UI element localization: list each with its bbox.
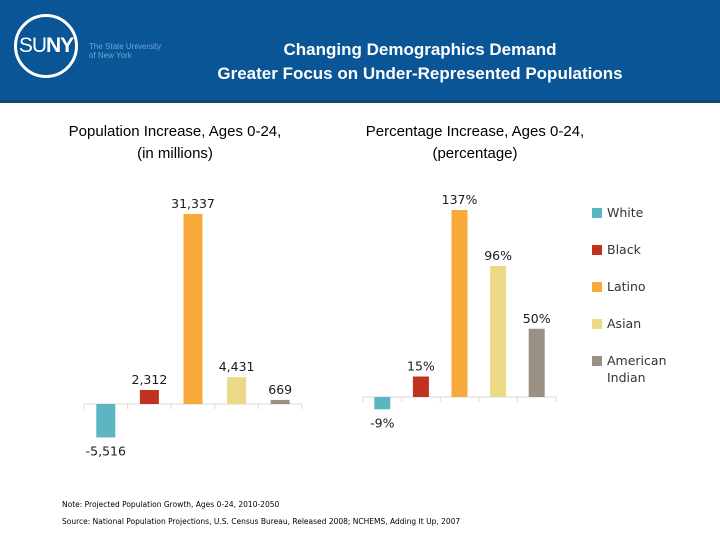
right-bar-latino bbox=[451, 210, 468, 397]
legend-label: Black bbox=[607, 242, 641, 257]
legend-item-black: Black bbox=[592, 241, 687, 258]
page-title: Changing Demographics Demand Greater Foc… bbox=[150, 38, 690, 86]
right-chart-title: Percentage Increase, Ages 0-24, bbox=[365, 123, 585, 140]
legend-swatch bbox=[592, 208, 602, 218]
right-data-label: -9% bbox=[370, 415, 394, 430]
left-bar-american-indian bbox=[270, 399, 290, 404]
legend-item-white: White bbox=[592, 204, 687, 221]
legend-label: Asian bbox=[607, 316, 642, 331]
logo-text-light: SU bbox=[18, 34, 47, 57]
right-bar-american-indian bbox=[528, 328, 545, 397]
right-bar-white bbox=[374, 397, 391, 410]
right-chart: -9% 15% 137% 96% 50% bbox=[362, 192, 557, 430]
page-title-line1: Changing Demographics Demand bbox=[283, 40, 557, 59]
left-data-label: -5,516 bbox=[86, 443, 126, 458]
right-data-label: 50% bbox=[523, 311, 551, 326]
right-bar-asian bbox=[490, 265, 507, 397]
legend-item-american-indian: American Indian bbox=[592, 352, 687, 386]
legend-label: White bbox=[607, 205, 644, 220]
note-text: Note: Projected Population Growth, Ages … bbox=[62, 500, 280, 509]
left-data-label: 31,337 bbox=[171, 196, 215, 211]
legend-swatch bbox=[592, 356, 602, 366]
right-data-label: 137% bbox=[442, 192, 478, 207]
legend-swatch bbox=[592, 245, 602, 255]
header-banner: SU NY The State University of New York Ch… bbox=[0, 0, 720, 103]
suny-logo: SU NY bbox=[14, 14, 78, 78]
left-data-label: 669 bbox=[268, 382, 292, 397]
legend-swatch bbox=[592, 282, 602, 292]
left-bar-white bbox=[96, 404, 116, 438]
right-chart-subtitle: (percentage) bbox=[432, 145, 518, 162]
left-bar-latino bbox=[183, 214, 203, 404]
left-chart-title: Population Increase, Ages 0-24, bbox=[68, 123, 282, 140]
page-title-line2: Greater Focus on Under-Represented Popul… bbox=[217, 64, 623, 83]
right-data-label: 96% bbox=[484, 248, 512, 263]
right-bar-black bbox=[412, 376, 429, 397]
logo-subtitle-line1: The State University bbox=[89, 42, 162, 51]
left-data-label: 4,431 bbox=[219, 359, 255, 374]
left-bar-asian bbox=[227, 377, 247, 404]
left-chart: -5,516 2,312 31,337 4,431 669 bbox=[83, 196, 303, 458]
left-bar-black bbox=[139, 389, 159, 404]
right-chart-heading: Percentage Increase, Ages 0-24, (percent… bbox=[330, 121, 620, 165]
logo-subtitle-line2: of New York bbox=[89, 51, 132, 60]
legend-label: Latino bbox=[607, 279, 646, 294]
source-text: Source: National Population Projections,… bbox=[62, 517, 461, 526]
logo-text-bold: NY bbox=[46, 34, 74, 57]
right-data-label: 15% bbox=[407, 359, 435, 374]
left-chart-subtitle: (in millions) bbox=[137, 145, 213, 162]
legend-label: American Indian bbox=[607, 353, 667, 385]
legend-item-asian: Asian bbox=[592, 315, 687, 332]
left-data-label: 2,312 bbox=[132, 372, 168, 387]
legend-item-latino: Latino bbox=[592, 278, 687, 295]
suny-logo-text: SU NY bbox=[17, 17, 75, 75]
legend-swatch bbox=[592, 319, 602, 329]
left-chart-heading: Population Increase, Ages 0-24, (in mill… bbox=[30, 121, 320, 165]
logo-subtitle: The State University of New York bbox=[89, 42, 179, 60]
